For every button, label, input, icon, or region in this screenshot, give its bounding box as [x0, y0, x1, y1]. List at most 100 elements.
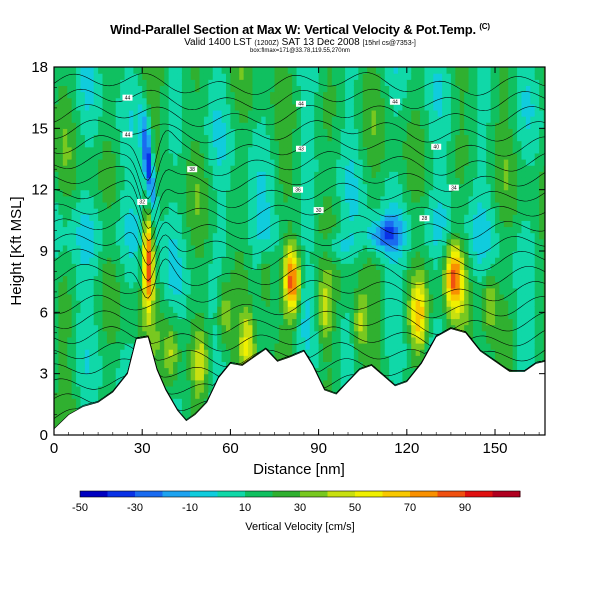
field-cell [375, 103, 381, 111]
field-cell [221, 293, 227, 301]
field-cell [384, 103, 390, 111]
field-cell [190, 146, 196, 154]
field-cell [393, 177, 399, 185]
field-cell [58, 355, 64, 362]
field-cell [84, 159, 90, 166]
field-cell [221, 336, 227, 344]
field-cell [186, 220, 192, 228]
field-cell [300, 263, 306, 270]
field-cell [173, 318, 179, 326]
field-cell [203, 379, 209, 387]
field-cell [296, 85, 302, 93]
field-cell [106, 67, 112, 74]
field-cell [195, 281, 201, 289]
field-cell [380, 201, 386, 209]
field-cell [164, 85, 170, 93]
field-cell [76, 404, 82, 412]
field-cell [181, 336, 187, 344]
field-cell [199, 220, 205, 228]
field-cell [137, 232, 143, 240]
field-cell [173, 373, 179, 381]
field-cell [270, 189, 276, 197]
field-cell [358, 232, 364, 240]
field-cell [415, 355, 421, 362]
field-cell [142, 97, 148, 105]
field-cell [278, 220, 284, 228]
field-cell [146, 324, 152, 332]
field-cell [323, 134, 329, 142]
field-cell [111, 269, 117, 277]
field-cell [212, 134, 218, 142]
field-cell [225, 306, 232, 313]
field-cell [190, 128, 196, 136]
field-cell [384, 159, 390, 166]
field-cell [186, 330, 192, 338]
field-cell [239, 183, 245, 191]
field-cell [380, 293, 386, 301]
field-cell [230, 91, 236, 99]
field-cell [71, 128, 77, 136]
field-cell [115, 269, 121, 277]
field-cell [274, 263, 280, 270]
field-cell [212, 257, 218, 264]
field-cell [177, 293, 183, 301]
field-cell [67, 171, 73, 178]
field-cell [212, 195, 218, 203]
field-cell [367, 183, 373, 191]
field-cell [181, 287, 187, 295]
field-cell [397, 183, 404, 191]
field-cell [199, 183, 205, 191]
field-cell [155, 91, 161, 99]
field-cell [323, 373, 329, 381]
field-cell [67, 404, 73, 412]
field-cell [177, 159, 183, 166]
field-cell [190, 85, 196, 93]
field-cell [353, 300, 359, 307]
field-cell [274, 287, 280, 295]
field-cell [151, 79, 157, 86]
field-cell [199, 189, 205, 197]
field-cell [318, 293, 324, 301]
field-cell [327, 343, 333, 350]
field-cell [402, 306, 408, 313]
field-cell [195, 392, 201, 399]
field-cell [353, 214, 359, 221]
field-cell [230, 269, 236, 277]
field-cell [151, 195, 157, 203]
field-cell [243, 159, 249, 166]
field-cell [349, 238, 355, 246]
field-cell [146, 152, 152, 160]
field-cell [186, 300, 192, 307]
field-cell [287, 220, 293, 228]
field-cell [375, 116, 381, 123]
field-cell [164, 336, 170, 344]
field-cell [274, 244, 280, 252]
field-cell [190, 140, 196, 148]
field-cell [159, 312, 165, 320]
field-cell [208, 312, 214, 320]
field-cell [371, 79, 377, 86]
field-cell [406, 152, 412, 160]
field-cell [256, 343, 262, 350]
field-cell [177, 171, 183, 178]
field-cell [62, 159, 68, 166]
field-cell [389, 361, 395, 369]
field-cell [195, 404, 201, 412]
field-cell [411, 330, 417, 338]
field-cell [98, 171, 104, 178]
field-cell [164, 128, 170, 136]
field-cell [93, 165, 99, 172]
field-cell [54, 385, 60, 393]
field-cell [111, 171, 117, 178]
field-cell [106, 128, 112, 136]
field-cell [345, 208, 351, 215]
field-cell [181, 355, 187, 362]
field-cell [406, 361, 412, 369]
field-cell [358, 128, 364, 136]
field-cell [58, 140, 64, 148]
field-cell [406, 220, 412, 228]
field-cell [323, 220, 329, 228]
field-cell [252, 85, 258, 93]
field-cell [58, 165, 64, 172]
field-cell [252, 189, 258, 197]
